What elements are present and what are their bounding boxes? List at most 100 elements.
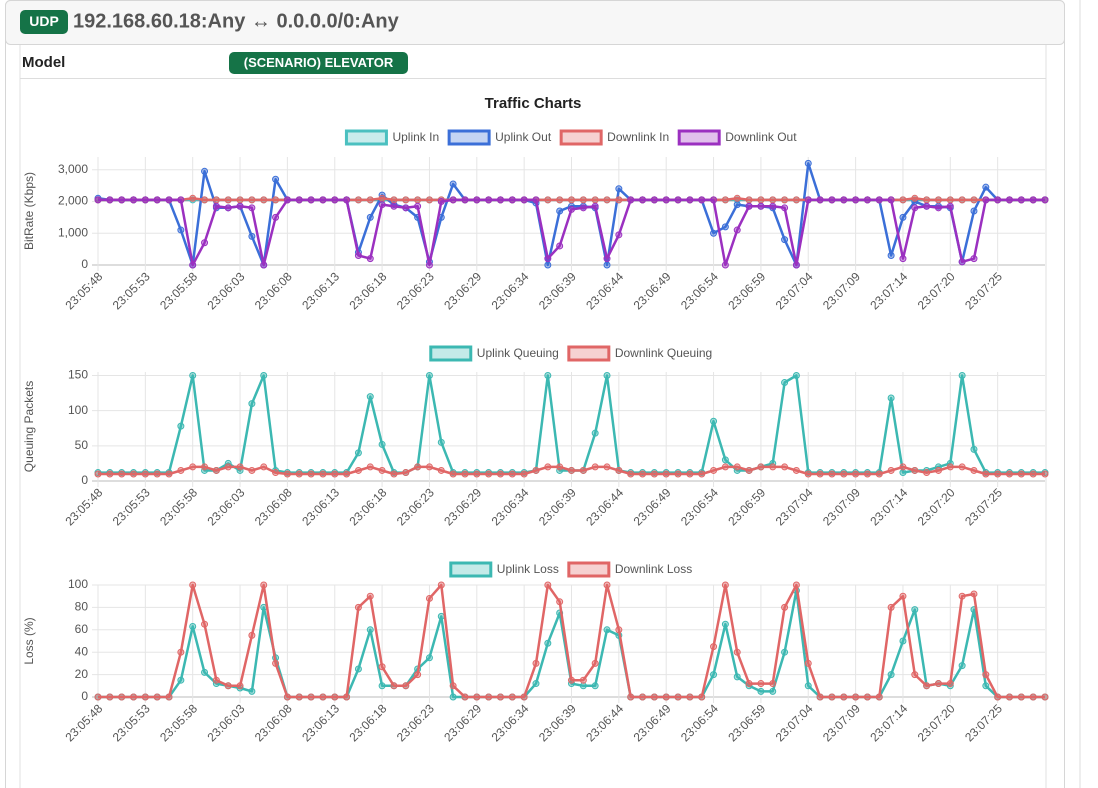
data-point (366, 393, 374, 401)
data-point (769, 680, 777, 688)
data-point (875, 196, 883, 204)
data-point (319, 196, 327, 204)
data-point (189, 463, 197, 471)
data-point (603, 196, 611, 204)
data-point (94, 693, 102, 701)
data-point (710, 229, 718, 237)
data-point (390, 470, 398, 478)
data-point (485, 196, 493, 204)
data-point (331, 196, 339, 204)
data-point (674, 196, 682, 204)
data-point (402, 204, 410, 212)
data-point (260, 261, 268, 269)
y-tick-label: 40 (75, 644, 89, 658)
data-point (721, 223, 729, 231)
data-point (556, 463, 564, 471)
data-point (449, 693, 457, 701)
data-point (437, 466, 445, 474)
data-point (615, 466, 623, 474)
data-point (627, 693, 635, 701)
data-point (473, 693, 481, 701)
data-point (568, 196, 575, 204)
data-point (473, 470, 481, 478)
data-point (769, 202, 777, 210)
data-point (1017, 196, 1025, 204)
data-point (425, 594, 433, 602)
data-point (733, 194, 741, 202)
data-point (425, 196, 433, 204)
data-point (710, 671, 718, 679)
data-point (591, 202, 599, 210)
data-point (721, 463, 729, 471)
data-point (579, 196, 587, 204)
data-point (982, 470, 990, 478)
data-point (804, 659, 812, 667)
data-point (579, 466, 587, 474)
data-point (757, 202, 765, 210)
data-point (970, 466, 978, 474)
data-point (153, 470, 161, 478)
data-point (473, 196, 481, 204)
data-point (781, 204, 789, 212)
data-point (366, 592, 374, 600)
data-point (650, 693, 658, 701)
data-point (153, 693, 161, 701)
data-point (757, 463, 765, 471)
data-point (366, 463, 374, 471)
section-title: Traffic Charts (485, 95, 582, 112)
data-point (781, 196, 789, 204)
y-tick-label: 150 (68, 368, 88, 382)
data-point (544, 581, 552, 589)
data-point (946, 196, 954, 204)
data-point (591, 682, 599, 690)
data-point (508, 196, 516, 204)
data-point (721, 620, 729, 628)
data-point (177, 422, 185, 430)
data-point (911, 606, 919, 614)
data-point (745, 680, 753, 688)
data-point (982, 183, 990, 191)
data-point (449, 196, 457, 204)
data-point (118, 470, 126, 478)
data-point (307, 693, 315, 701)
data-point (958, 592, 966, 600)
data-point (686, 196, 694, 204)
data-point (532, 466, 540, 474)
data-point (994, 693, 1002, 701)
data-point (366, 255, 374, 263)
data-point (496, 470, 504, 478)
data-point (260, 196, 268, 204)
data-point (958, 662, 966, 670)
data-point (899, 469, 907, 477)
data-point (248, 631, 256, 639)
data-point (212, 676, 220, 684)
data-point (674, 693, 682, 701)
data-point (201, 668, 209, 676)
data-point (840, 196, 848, 204)
data-point (496, 196, 504, 204)
data-point (568, 466, 575, 474)
data-point (236, 682, 244, 690)
data-point (899, 213, 907, 221)
data-point (248, 196, 256, 204)
data-point (603, 261, 611, 269)
legend-label: Uplink Loss (497, 562, 559, 576)
data-point (1005, 693, 1013, 701)
data-point (733, 226, 741, 234)
data-point (792, 581, 800, 589)
data-point (627, 196, 635, 204)
data-point (958, 258, 966, 266)
data-point (532, 659, 540, 667)
data-point (106, 196, 114, 204)
data-point (1041, 470, 1049, 478)
data-point (425, 372, 433, 380)
data-point (189, 622, 197, 630)
data-point (496, 693, 504, 701)
data-point (485, 470, 493, 478)
data-point (781, 379, 789, 387)
data-point (923, 202, 931, 210)
data-point (568, 676, 575, 684)
data-point (923, 196, 931, 204)
data-point (721, 581, 729, 589)
data-point (189, 372, 197, 380)
